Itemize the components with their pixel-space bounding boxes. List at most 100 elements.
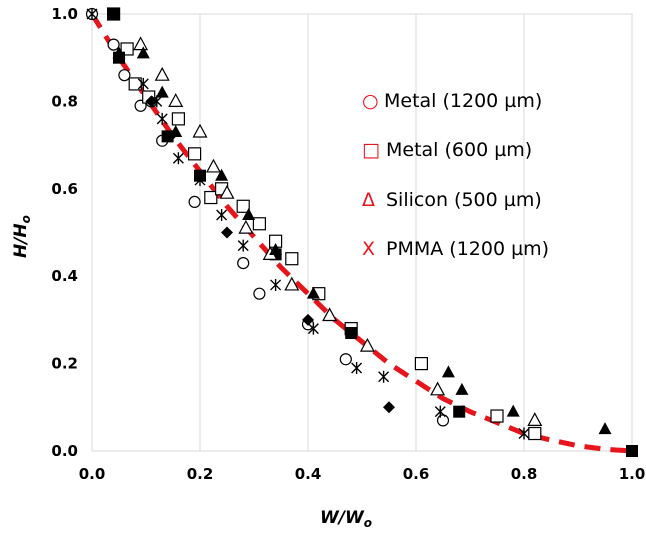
x-axis-title-main: W/W xyxy=(320,508,365,528)
data-point-asterisk xyxy=(518,427,530,440)
data-point-asterisk xyxy=(237,239,249,252)
data-point-square-open xyxy=(128,77,142,91)
data-points xyxy=(85,7,638,457)
data-point-asterisk xyxy=(270,278,282,291)
data-point-triangle-open xyxy=(154,66,170,81)
data-point-circle-open xyxy=(253,287,266,300)
legend-symbol: ○ xyxy=(362,90,379,112)
data-point-triangle-open xyxy=(238,219,254,234)
data-point-triangle-filled xyxy=(506,404,520,417)
data-point-square-open xyxy=(285,252,299,266)
data-point-triangle-open xyxy=(205,158,222,173)
y-tick-label: 0.4 xyxy=(51,267,78,285)
legend-symbol: X xyxy=(362,238,375,260)
y-axis-title-main: H/H xyxy=(11,223,31,258)
data-point-asterisk xyxy=(378,370,390,383)
data-point-triangle-open xyxy=(168,93,184,108)
data-point-triangle-filled xyxy=(112,46,126,59)
data-point-diamond-filled xyxy=(302,313,314,326)
data-point-square-open xyxy=(528,426,542,441)
data-point-square-filled xyxy=(345,327,358,340)
x-tick-label: 1.0 xyxy=(619,465,646,483)
data-point-circle-open xyxy=(188,195,201,209)
data-point-circle-open xyxy=(118,69,131,82)
y-axis-title-sub: o xyxy=(19,215,33,223)
data-point-circle-open xyxy=(237,256,250,270)
data-point-triangle-open xyxy=(322,307,338,322)
legend-label: Metal (600 µm) xyxy=(386,139,532,161)
y-tick-label: 0.6 xyxy=(51,180,78,198)
y-tick-label: 0.2 xyxy=(51,355,78,373)
y-tick-label: 0.0 xyxy=(51,442,78,460)
data-point-triangle-filled xyxy=(455,382,469,395)
data-point-triangle-filled xyxy=(136,46,150,59)
data-point-asterisk xyxy=(307,322,319,335)
data-point-triangle-filled xyxy=(155,85,169,98)
legend-symbol: Δ xyxy=(362,189,375,211)
data-point-asterisk xyxy=(86,8,98,20)
tick-labels: 0.0 0.2 0.4 0.6 0.8 1.0 0.0 0.2 0.4 0.6 0.8 1.0 xyxy=(51,5,645,483)
data-point-triangle-open xyxy=(284,276,300,291)
x-tick-label: 0.0 xyxy=(79,465,106,483)
data-point-asterisk xyxy=(434,405,446,418)
data-point-square-open xyxy=(204,190,218,205)
data-point-diamond-filled xyxy=(383,401,395,414)
grid-lines xyxy=(91,14,633,451)
data-point-square-open xyxy=(490,409,504,423)
data-point-triangle-open xyxy=(133,36,149,51)
legend-item-pmma-1200: X PMMA (1200 µm) xyxy=(362,238,549,260)
data-point-diamond-filled xyxy=(221,226,233,239)
legend-label: PMMA (1200 µm) xyxy=(386,238,549,260)
data-point-triangle-filled xyxy=(242,208,256,221)
fit-curve-group xyxy=(89,12,633,454)
data-point-triangle-open xyxy=(359,337,375,352)
data-point-triangle-open xyxy=(192,123,208,138)
data-point-triangle-open xyxy=(219,184,235,199)
data-point-circle-open xyxy=(107,38,120,51)
data-point-asterisk xyxy=(156,112,168,125)
y-tick-label: 0.8 xyxy=(51,92,78,110)
data-point-square-open xyxy=(252,217,266,231)
data-point-circle-open xyxy=(339,353,352,366)
fit-curve xyxy=(89,12,633,454)
legend-symbol: □ xyxy=(362,139,380,161)
plot-frame xyxy=(91,13,633,452)
data-point-asterisk xyxy=(172,152,184,165)
legend-item-metal-1200: ○ Metal (1200 µm) xyxy=(362,90,542,112)
data-point-square-open xyxy=(236,199,250,213)
data-point-square-filled xyxy=(626,445,638,457)
data-point-asterisk xyxy=(151,95,163,108)
legend-label: Metal (1200 µm) xyxy=(384,90,542,112)
data-point-asterisk xyxy=(216,209,228,222)
x-axis-title: W/Wo xyxy=(320,508,372,530)
y-tick-label: 1.0 xyxy=(51,5,78,23)
x-tick-label: 0.6 xyxy=(403,465,430,483)
data-point-asterisk xyxy=(137,77,149,90)
data-point-asterisk xyxy=(194,174,206,187)
data-point-triangle-filled xyxy=(306,286,320,299)
data-point-square-filled xyxy=(107,8,120,20)
data-point-square-open xyxy=(414,357,428,371)
x-tick-label: 0.2 xyxy=(187,465,214,483)
legend-item-silicon-500: Δ Silicon (500 µm) xyxy=(362,189,542,211)
legend: ○ Metal (1200 µm) □ Metal (600 µm) Δ Sil… xyxy=(362,90,549,260)
data-point-square-filled xyxy=(453,405,466,418)
data-point-triangle-filled xyxy=(215,168,229,181)
data-point-triangle-filled xyxy=(598,422,612,435)
data-point-triangle-open xyxy=(430,381,446,396)
legend-label: Silicon (500 µm) xyxy=(386,189,542,211)
data-point-circle-open xyxy=(436,414,450,427)
data-point-asterisk xyxy=(351,361,363,374)
data-point-triangle-open xyxy=(527,412,543,427)
data-point-triangle-filled xyxy=(269,242,283,255)
y-axis-title: H/Ho xyxy=(11,215,33,258)
data-point-square-open xyxy=(188,147,202,161)
x-tick-label: 0.4 xyxy=(295,465,322,483)
data-point-triangle-filled xyxy=(441,365,455,378)
legend-item-metal-600: □ Metal (600 µm) xyxy=(362,139,532,161)
data-point-diamond-filled xyxy=(164,130,177,143)
x-axis-title-sub: o xyxy=(364,516,372,530)
x-tick-label: 0.8 xyxy=(511,465,538,483)
data-point-square-open xyxy=(171,112,185,126)
